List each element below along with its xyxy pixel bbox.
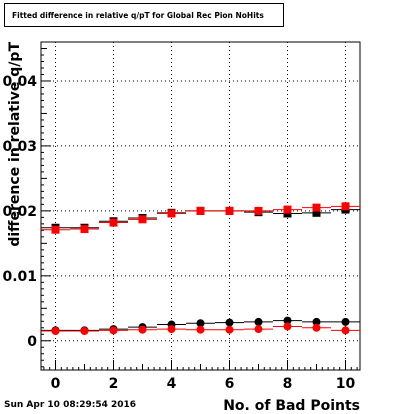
x-tick-label: 0	[51, 376, 61, 392]
circle-marker	[51, 327, 60, 336]
circle-marker	[254, 325, 263, 334]
series-markers	[41, 202, 360, 336]
y-tick-label: 0.03	[2, 139, 37, 155]
circle-marker	[341, 317, 350, 326]
series-3	[41, 322, 360, 336]
circle-marker	[138, 325, 147, 334]
chart-title-box: Fitted difference in relative q/pT for G…	[4, 3, 284, 27]
x-tick-label: 2	[109, 376, 119, 392]
circle-marker	[196, 319, 205, 328]
circle-marker	[167, 325, 176, 334]
square-marker	[80, 225, 89, 234]
x-tick-label: 8	[283, 376, 293, 392]
square-marker	[283, 205, 292, 214]
y-tick-label: 0.01	[2, 269, 37, 285]
circle-marker	[80, 327, 89, 336]
y-axis-title: difference in relative q/pT	[7, 42, 23, 247]
axis-ticks	[41, 41, 358, 370]
square-marker	[109, 218, 118, 227]
square-marker	[51, 225, 60, 234]
circle-marker	[225, 318, 234, 327]
square-marker	[196, 206, 205, 215]
x-tick-label: 6	[225, 376, 235, 392]
series-1	[41, 202, 360, 234]
circle-marker	[254, 317, 263, 326]
y-tick-label: 0	[27, 334, 37, 350]
circle-marker	[225, 325, 234, 334]
y-tick-label: 0.02	[2, 204, 37, 220]
square-marker	[225, 206, 234, 215]
square-marker	[167, 209, 176, 218]
chart-title: Fitted difference in relative q/pT for G…	[12, 11, 264, 20]
square-marker	[254, 206, 263, 215]
y-tick-label: 0.04	[2, 74, 37, 90]
circle-marker	[283, 316, 292, 325]
x-tick-label: 4	[167, 376, 177, 392]
square-marker	[138, 215, 147, 224]
circle-marker	[283, 322, 292, 331]
timestamp: Sun Apr 10 08:29:54 2016	[4, 400, 137, 410]
square-marker	[341, 202, 350, 211]
circle-marker	[341, 326, 350, 335]
tick-labels: 0 2 4 6 8 10 0 0.01 0.02 0.03 0.04	[2, 74, 355, 392]
square-marker	[312, 208, 321, 217]
x-tick-label: 10	[336, 376, 356, 392]
circle-marker	[312, 323, 321, 332]
circle-marker	[196, 325, 205, 334]
x-axis-title: No. of Bad Points	[223, 398, 360, 414]
square-marker	[312, 203, 321, 212]
circle-marker	[109, 326, 118, 335]
circle-marker	[312, 317, 321, 326]
